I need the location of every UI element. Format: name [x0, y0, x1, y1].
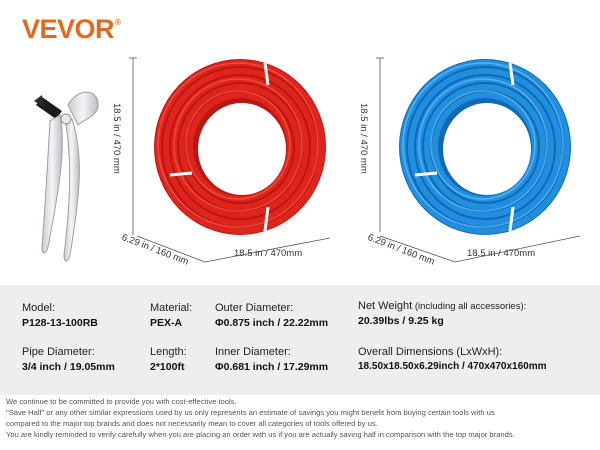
material-value: PEX-A — [150, 317, 183, 329]
disclaimer-line-2: "Save Half" or any other similar express… — [6, 408, 495, 417]
registered-mark: ® — [115, 18, 121, 27]
disclaimer-line-3: compared to the major top brands and doe… — [6, 419, 378, 428]
length-value: 2*100ft — [150, 361, 185, 373]
brand-name: VEVOR — [22, 14, 115, 44]
blue-height-label: 18.5 in / 470 mm — [358, 103, 369, 174]
blue-pex-pipe-coil — [399, 59, 571, 235]
pipe-diameter-value: 3/4 inch / 19.05mm — [22, 361, 115, 373]
net-weight-note: (including all accessories): — [412, 301, 527, 312]
pipe-diameter-label: Pipe Diameter: — [22, 346, 95, 358]
pipe-cutter-image — [34, 91, 99, 262]
red-height-label: 18.5 in / 470 mm — [111, 103, 122, 174]
red-width-label: 18.5 in / 470mm — [234, 248, 303, 259]
inner-diameter-label: Inner Diameter: — [215, 346, 291, 358]
length-label: Length: — [150, 346, 187, 358]
disclaimer-line-1: We continue to be committed to provide y… — [6, 397, 237, 406]
specifications-panel — [0, 285, 600, 395]
disclaimer-line-4: You are kindly reminded to verify carefu… — [6, 430, 515, 439]
net-weight-value: 20.39lbs / 9.25 kg — [358, 315, 444, 327]
inner-diameter-value: Φ0.681 inch / 17.29mm — [215, 361, 329, 373]
red-pex-pipe-coil — [154, 59, 326, 235]
outer-diameter-label: Outer Diameter: — [215, 302, 294, 314]
brand-logo: VEVOR® — [22, 14, 121, 45]
dimension-lines — [129, 57, 581, 263]
outer-diameter-value: Φ0.875 inch / 22.22mm — [215, 317, 329, 329]
material-label: Material: — [150, 302, 193, 314]
net-weight-title: Net Weight — [358, 300, 413, 312]
blue-width-label: 18.5 in / 470mm — [467, 248, 536, 259]
net-weight-label: Net Weight (including all accessories): — [358, 300, 526, 312]
overall-dimensions-value: 18.50x18.50x6.29inch / 470x470x160mm — [358, 361, 547, 372]
model-label: Model: — [22, 302, 56, 314]
model-value: P128-13-100RB — [22, 317, 98, 329]
overall-dimensions-label: Overall Dimensions (LxWxH): — [358, 346, 503, 358]
